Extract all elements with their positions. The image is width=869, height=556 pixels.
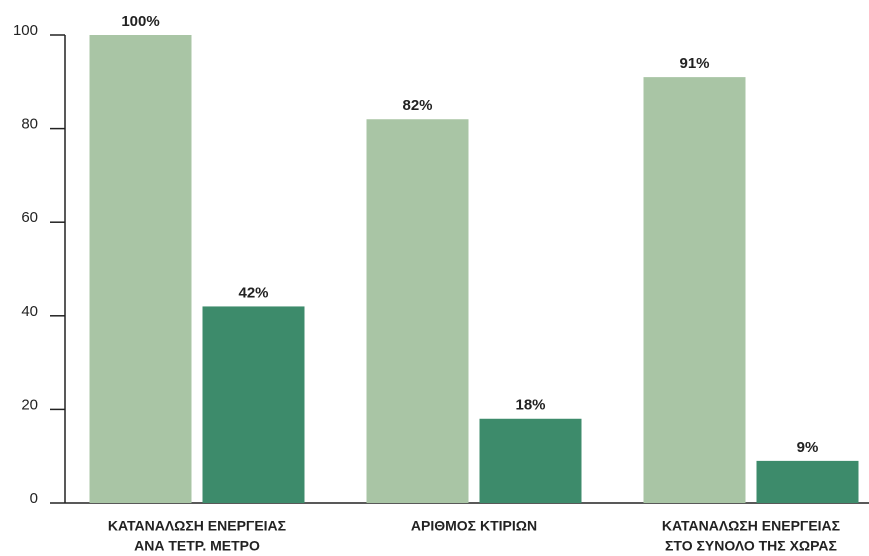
x-tick-label: ΑΝΑ ΤΕΤΡ. ΜΕΤΡΟ [134,538,260,554]
y-tick-label: 80 [21,116,38,133]
data-label: 9% [797,439,819,456]
data-label: 82% [402,97,432,114]
y-tick-label: 40 [21,303,38,320]
x-tick-label: ΚΑΤΑΝΑΛΩΣΗ ΕΝΕΡΓΕΙΑΣ [108,518,286,534]
y-tick-label: 0 [30,490,38,507]
x-tick-label: ΑΡΙΘΜΟΣ ΚΤΙΡΙΩΝ [411,518,537,534]
x-tick-label: ΣΤΟ ΣΥΝΟΛΟ ΤΗΣ ΧΩΡΑΣ [665,538,837,554]
y-tick-label: 20 [21,396,38,413]
data-label: 42% [238,284,268,301]
y-tick-label: 60 [21,209,38,226]
bar [643,77,746,504]
bar [89,35,192,503]
data-label: 100% [121,13,159,30]
data-label: 91% [679,55,709,72]
bar [479,418,582,503]
bar [366,119,469,504]
data-label: 18% [515,397,545,414]
x-tick-label: ΚΑΤΑΝΑΛΩΣΗ ΕΝΕΡΓΕΙΑΣ [662,518,840,534]
bar [202,306,305,503]
y-tick-label: 100 [13,22,38,39]
bar [756,460,859,503]
